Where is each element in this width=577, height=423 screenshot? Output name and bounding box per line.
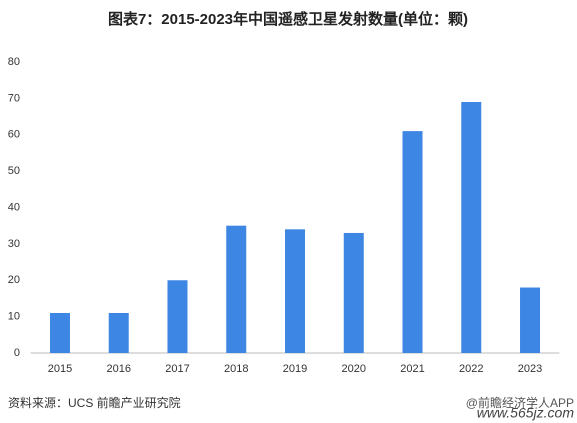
- bar: [167, 280, 188, 353]
- y-tick-label: 10: [8, 311, 20, 323]
- x-tick-label: 2017: [165, 363, 189, 375]
- x-tick-label: 2020: [342, 363, 366, 375]
- y-tick-label: 30: [8, 238, 20, 250]
- x-tick-label: 2019: [283, 363, 307, 375]
- y-tick-label: 0: [14, 347, 20, 359]
- y-tick-label: 20: [8, 274, 20, 286]
- bar: [461, 102, 482, 353]
- bar: [108, 312, 129, 353]
- x-tick-label: 2015: [48, 363, 72, 375]
- x-tick-label: 2021: [400, 363, 424, 375]
- bar: [402, 131, 423, 353]
- y-tick-label: 80: [8, 56, 20, 68]
- x-tick-label: 2022: [459, 363, 483, 375]
- site-watermark: www.565jz.com: [477, 405, 575, 421]
- y-tick-label: 70: [8, 92, 20, 104]
- chart-title: 图表7：2015-2023年中国遥感卫星发射数量(单位：颗): [108, 10, 468, 28]
- bar: [226, 225, 247, 353]
- x-tick-label: 2016: [106, 363, 130, 375]
- bar: [343, 232, 364, 353]
- y-tick-label: 40: [8, 201, 20, 213]
- y-tick-label: 50: [8, 165, 20, 177]
- x-tick-label: 2023: [518, 363, 542, 375]
- bar: [49, 312, 70, 353]
- bar: [520, 287, 541, 353]
- watermark: @前瞻经济学人APP: [466, 395, 574, 410]
- y-tick-label: 60: [8, 129, 20, 141]
- x-tick-label: 2018: [224, 363, 248, 375]
- bar: [285, 229, 305, 353]
- source: 资料来源：UCS 前瞻产业研究院: [8, 395, 181, 410]
